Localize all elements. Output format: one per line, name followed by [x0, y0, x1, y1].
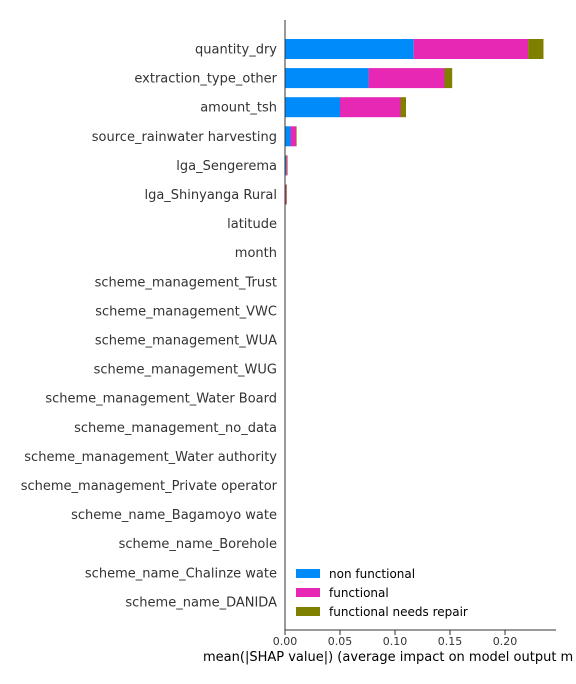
x-tick-label: 0.05: [328, 635, 353, 648]
bar-segment-functional: [340, 97, 401, 118]
x-tick-label: 0.15: [438, 635, 463, 648]
bar-segment-functional-needs-repair: [286, 184, 287, 205]
bar-segment-functional: [286, 155, 287, 176]
feature-label: scheme_name_Chalinze wate: [85, 566, 277, 581]
bar-segment-non-functional: [285, 126, 291, 147]
feature-label: month: [235, 246, 277, 261]
feature-label: scheme_management_Water Board: [45, 392, 277, 407]
bar-segment-functional-needs-repair: [528, 39, 544, 59]
legend-swatch: [296, 569, 320, 578]
legend-label: functional: [329, 586, 389, 600]
feature-label: source_rainwater harvesting: [92, 130, 277, 145]
feature-label: latitude: [227, 217, 277, 232]
legend-swatch: [296, 588, 320, 597]
x-tick-label: 0.10: [383, 635, 408, 648]
bar-segment-functional-needs-repair: [286, 155, 288, 176]
feature-label: lga_Shinyanga Rural: [144, 188, 277, 203]
feature-label: scheme_management_no_data: [74, 421, 277, 436]
x-tick-label: 0.20: [493, 635, 518, 648]
feature-label: amount_tsh: [200, 101, 277, 116]
bar-segment-functional: [285, 184, 287, 205]
legend-label: functional needs repair: [329, 605, 468, 619]
feature-label: lga_Sengerema: [176, 159, 277, 174]
feature-label: scheme_management_Private operator: [21, 479, 278, 494]
bar-segment-non-functional: [285, 155, 287, 176]
bar-segment-functional-needs-repair: [296, 126, 297, 147]
feature-label: quantity_dry: [195, 43, 277, 58]
feature-label: scheme_management_Trust: [95, 275, 277, 290]
x-axis-title: mean(|SHAP value|) (average impact on mo…: [203, 650, 573, 665]
feature-label: scheme_management_WUG: [94, 363, 277, 378]
bar-segment-non-functional: [285, 39, 414, 59]
x-tick-label: 0.00: [273, 635, 298, 648]
bar-segment-functional: [290, 126, 296, 147]
bar-segment-functional-needs-repair: [400, 97, 406, 118]
x-axis-ticks: 0.00 0.05 0.10 0.15 0.20: [273, 630, 518, 648]
bar-segment-functional: [368, 68, 445, 89]
feature-label: scheme_name_DANIDA: [125, 595, 277, 610]
feature-label: scheme_name_Bagamoyo wate: [71, 508, 277, 523]
feature-label: scheme_management_WUA: [95, 334, 277, 349]
legend: non functional functional functional needs…: [296, 567, 468, 619]
feature-label: scheme_management_Water authority: [24, 450, 277, 465]
stacked-bars: [285, 39, 544, 205]
bar-segment-non-functional: [285, 68, 369, 89]
legend-label: non functional: [329, 567, 415, 581]
bar-segment-non-functional: [285, 97, 340, 118]
bar-segment-functional: [413, 39, 529, 59]
feature-labels: quantity_dry extraction_type_other amount_…: [21, 43, 278, 611]
feature-label: scheme_management_VWC: [95, 304, 277, 319]
feature-label: scheme_name_Borehole: [119, 537, 277, 552]
legend-swatch: [296, 607, 320, 616]
bar-segment-functional-needs-repair: [444, 68, 453, 89]
feature-label: extraction_type_other: [134, 72, 277, 87]
